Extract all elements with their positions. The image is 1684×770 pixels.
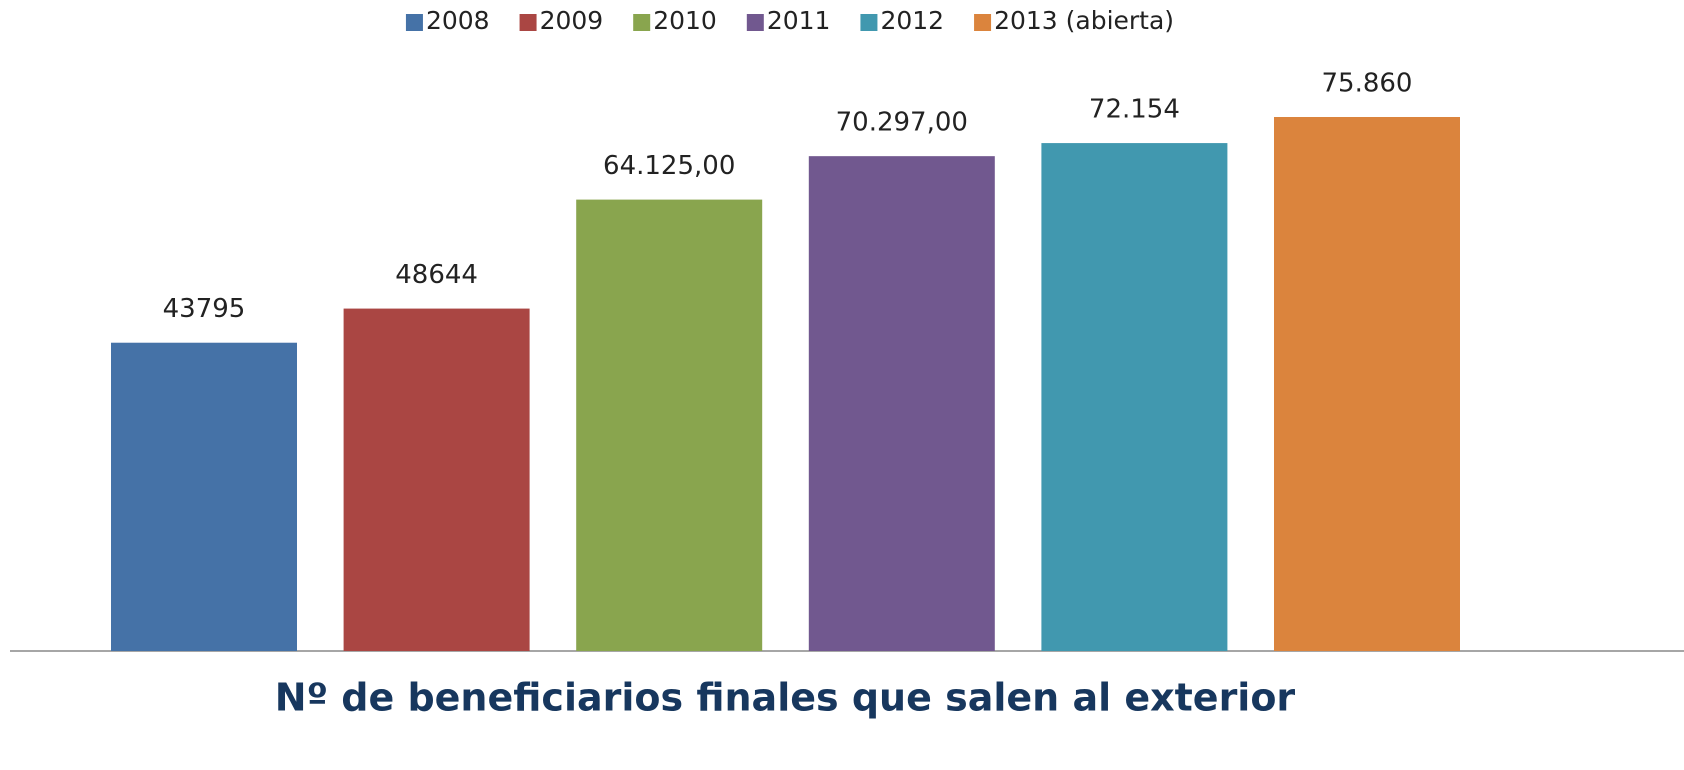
legend-label: 2013 (abierta) (994, 6, 1174, 35)
legend-swatch (405, 14, 423, 31)
legend-label: 2012 (880, 6, 944, 35)
data-label: 43795 (163, 294, 246, 324)
legend-swatch (519, 14, 537, 31)
bar (576, 199, 763, 651)
data-label: 72.154 (1089, 95, 1180, 125)
x-axis-title: Nº de beneficiarios finales que salen al… (275, 676, 1296, 720)
data-label: 75.860 (1322, 69, 1413, 99)
bar (111, 342, 297, 651)
bar (343, 308, 530, 651)
legend-swatch (860, 14, 878, 31)
bar (808, 156, 995, 651)
data-label: 48644 (395, 260, 478, 290)
bar (1274, 117, 1460, 651)
data-label: 70.297,00 (836, 108, 968, 138)
legend-label: 2008 (426, 6, 490, 35)
legend-label: 2011 (767, 6, 831, 35)
bar (1041, 143, 1228, 651)
legend-swatch (746, 14, 764, 31)
legend-swatch (633, 14, 651, 31)
legend-label: 2009 (540, 6, 604, 35)
legend-label: 2010 (653, 6, 717, 35)
data-label: 64.125,00 (603, 151, 735, 181)
legend-swatch (974, 14, 992, 31)
